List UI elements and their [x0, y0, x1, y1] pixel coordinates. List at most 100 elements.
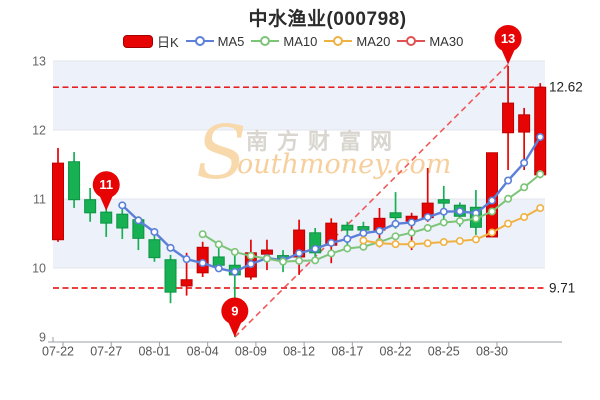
candle-body [502, 102, 515, 134]
ma5-marker [439, 207, 448, 216]
ma5-marker [150, 227, 159, 236]
ma10-marker [246, 251, 255, 260]
ref-line-label: 12.62 [549, 80, 583, 95]
ma20-marker [455, 236, 464, 245]
x-tick-label: 08-09 [235, 345, 267, 359]
candle-body [341, 224, 354, 231]
candle [52, 147, 64, 242]
ma10-marker [487, 207, 496, 216]
ma20-marker [375, 239, 384, 248]
ma20-line [359, 204, 545, 249]
ma10-marker [439, 218, 448, 227]
ma5-marker [182, 255, 191, 264]
legend-item-MA20: MA20 [324, 34, 390, 49]
ma20-marker [536, 204, 545, 213]
ma10-marker [279, 257, 288, 266]
ma5-marker [327, 238, 336, 247]
page-title: 中水渔业(000798) [248, 9, 407, 30]
legend-item-MA5: MA5 [185, 33, 245, 49]
pin-tail [500, 47, 516, 65]
ma5-marker [487, 196, 496, 205]
ma5-marker [520, 158, 529, 167]
candle-body [148, 239, 161, 259]
ma10-marker [198, 230, 207, 239]
legend-label: MA10 [283, 33, 318, 49]
ma5-marker [295, 249, 304, 258]
y-tick-label: 11 [33, 193, 46, 207]
x-tick-label: 08-04 [187, 345, 219, 359]
ma10-marker [295, 256, 304, 265]
x-tick-label: 08-12 [283, 345, 315, 359]
trend-line [234, 63, 509, 338]
candle [68, 152, 81, 208]
ma10-marker [407, 228, 416, 237]
ma20-marker [520, 213, 529, 222]
candle [164, 254, 177, 304]
pin-tail [98, 193, 114, 211]
ma5-marker [134, 216, 143, 225]
ma5-marker [198, 259, 207, 268]
pin-bubble [221, 297, 249, 325]
legend-label: 日K [157, 34, 179, 50]
candle-body [84, 199, 97, 214]
candle-body [116, 213, 129, 229]
pin-label: 11 [99, 177, 113, 192]
candle-body [518, 114, 531, 133]
candle-body [68, 161, 81, 201]
ma30-line-icon [397, 36, 426, 46]
candle-body [164, 259, 177, 293]
watermark-en: outhmoney.com [237, 149, 451, 180]
candle [100, 207, 113, 237]
x-tick-label: 08-30 [476, 345, 508, 359]
candle-body [309, 232, 322, 254]
legend-item-MA10: MA10 [251, 34, 317, 49]
pin-label: 13 [501, 31, 515, 46]
candle [84, 187, 97, 222]
ma5-line [118, 133, 545, 276]
ma5-marker [359, 229, 368, 238]
ma10-marker [520, 183, 529, 192]
legend-item-MA30: MA30 [397, 34, 463, 49]
price-pin-9: 9 [221, 297, 249, 337]
ma20-marker [359, 236, 368, 245]
ma10-marker [230, 247, 239, 256]
candle [502, 65, 515, 171]
pin-label: 9 [231, 304, 238, 319]
y-tick-label: 12 [32, 124, 46, 138]
ma20-marker [391, 240, 400, 249]
ma5-line-icon [185, 36, 214, 46]
candle-body [212, 256, 225, 266]
ma20-line-icon [324, 36, 353, 46]
x-tick-label: 07-22 [42, 345, 74, 359]
plot-band [53, 61, 545, 130]
ma10-marker [423, 223, 432, 232]
ma10-line [198, 170, 545, 266]
candle-body [534, 86, 547, 176]
ma10-marker [471, 214, 480, 223]
ma10-marker [311, 256, 320, 265]
ma20-marker [423, 239, 432, 248]
x-tick-label: 07-27 [90, 345, 122, 359]
ma20-marker [407, 240, 416, 249]
ma5-marker [375, 226, 384, 235]
candle [116, 207, 129, 240]
ma5-marker [343, 234, 352, 243]
ma10-marker [359, 242, 368, 251]
ma5-marker [214, 264, 223, 273]
candle-body [437, 199, 450, 204]
legend-label: MA5 [217, 33, 245, 49]
ma20-marker [504, 219, 513, 228]
ma10-path [202, 173, 541, 263]
candle-body [260, 249, 273, 255]
candle-body [389, 212, 402, 219]
ma10-marker [504, 194, 513, 203]
candle-body [180, 279, 193, 287]
ma10-marker [327, 249, 336, 258]
ma5-marker [423, 213, 432, 222]
ma20-marker [439, 238, 448, 247]
ma5-marker [407, 218, 416, 227]
x-tick-label: 08-01 [138, 345, 170, 359]
candle-body [100, 211, 113, 224]
